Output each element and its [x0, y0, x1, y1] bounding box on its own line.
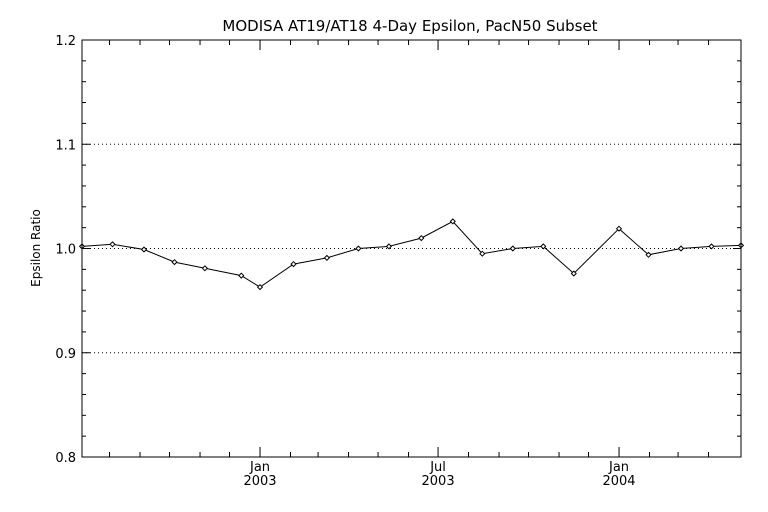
x-tick-month-label: Jul [429, 460, 446, 475]
data-point-marker [140, 246, 148, 253]
data-point-marker [449, 218, 456, 225]
data-point-marker [540, 243, 547, 250]
series-layer [81, 220, 742, 288]
x-tick-month-label: Jan [249, 460, 270, 475]
y-axis-label: Epsilon Ratio [29, 209, 43, 287]
marker-layer [78, 218, 745, 291]
data-point-marker [238, 272, 245, 279]
data-point-marker [418, 234, 425, 242]
data-point-marker [509, 245, 516, 252]
data-point-marker [385, 243, 393, 250]
x-tick-year-label: 2003 [422, 474, 455, 489]
data-point-marker [290, 260, 297, 268]
y-tick-label: 1.0 [55, 243, 76, 258]
y-tick-label: 0.9 [55, 347, 76, 362]
x-tick-month-label: Jan [608, 460, 629, 475]
data-point-marker [615, 225, 623, 232]
y-tick-label: 1.2 [55, 34, 76, 49]
data-point-marker [171, 258, 178, 266]
data-point-marker [479, 250, 486, 257]
data-point-marker [355, 245, 362, 252]
data-point-marker [677, 245, 685, 252]
series-line [81, 220, 742, 288]
data-point-marker [256, 283, 264, 291]
data-point-marker [570, 270, 577, 277]
data-point-marker [201, 265, 209, 272]
y-tick-label: 0.8 [55, 451, 76, 466]
chart-title: MODISA AT19/AT18 4-Day Epsilon, PacN50 S… [222, 17, 597, 35]
data-point-marker [708, 243, 715, 250]
y-tick-label: 1.1 [55, 138, 76, 153]
data-point-marker [323, 254, 331, 262]
data-point-marker [645, 251, 652, 258]
x-tick-year-label: 2004 [602, 474, 635, 489]
grid-layer [82, 143, 741, 354]
data-point-marker [109, 241, 116, 248]
x-tick-year-label: 2003 [243, 474, 276, 489]
